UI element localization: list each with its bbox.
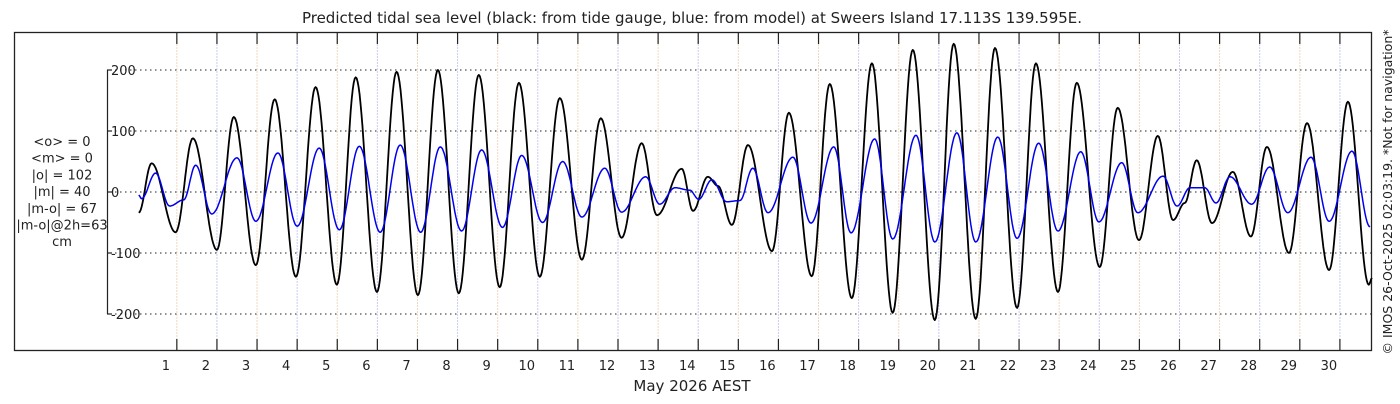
series-line-model [138,132,1371,243]
x-tick-label: 17 [799,359,816,374]
x-tick-label: 16 [759,359,776,374]
x-tick-label: 19 [879,359,896,374]
x-tick-label: 7 [402,359,410,374]
x-tick-label: 14 [679,359,696,374]
plot-frame [13,31,1373,352]
x-tick-label: 21 [960,359,977,374]
stat-line: |m| = 40 [33,185,90,200]
x-tick-label: 1 [162,359,170,374]
x-tick-label: 24 [1080,359,1097,374]
y-tick-label: 0 [111,186,119,201]
stat-line: <m> = 0 [31,152,93,167]
y-tick-label: -100 [111,247,141,262]
x-tick-label: 22 [1000,359,1017,374]
x-tick-label: 3 [242,359,250,374]
x-tick-label: 2 [202,359,210,374]
x-tick-label: 18 [839,359,856,374]
x-tick-label: 23 [1040,359,1057,374]
x-tick-label: 26 [1160,359,1177,374]
stat-line: cm [52,235,72,250]
x-tick-label: 9 [483,359,491,374]
stat-line: |m-o| = 67 [27,202,97,217]
x-tick-label: 4 [282,359,290,374]
x-tick-label: 27 [1200,359,1217,374]
x-tick-label: 12 [599,359,616,374]
x-tick-label: 25 [1120,359,1137,374]
x-tick-label: 8 [442,359,450,374]
y-tick-label: 200 [111,64,136,79]
stat-line: |o| = 102 [32,168,93,183]
x-tick-label: 20 [920,359,937,374]
x-tick-label: 5 [322,359,330,374]
copyright-note: © IMOS 26-Oct-2025 02:03:19. *Not for na… [1380,30,1395,355]
x-tick-label: 13 [639,359,656,374]
stat-line: <o> = 0 [33,135,90,150]
x-tick-label: 11 [559,359,576,374]
series-layer [138,42,1373,321]
stat-line: |m-o|@2h=63 [16,219,107,234]
chart-title: Predicted tidal sea level (black: from t… [302,9,1082,27]
y-axis: -200 -100 0 100 200 [106,64,141,323]
x-tick-label: 10 [519,359,536,374]
grid [115,32,1372,351]
x-tick-label: 30 [1321,359,1338,374]
y-tick-label: 100 [111,125,136,140]
x-axis-label: May 2026 AEST [633,377,751,395]
series-line-tide-gauge [138,42,1373,321]
x-axis: 1 2 3 4 5 6 7 8 9 10 11 12 13 14 15 16 17 18 19 20 21 22 23 24 2… [162,32,1341,374]
x-tick-label: 28 [1240,359,1257,374]
x-tick-label: 29 [1281,359,1298,374]
x-tick-label: 6 [362,359,370,374]
y-tick-label: -200 [111,308,141,323]
stats-text: <o> = 0 <m> = 0|o| = 102 |m| = 40 |m-o| = 6… [16,135,107,250]
x-tick-label: 15 [719,359,736,374]
